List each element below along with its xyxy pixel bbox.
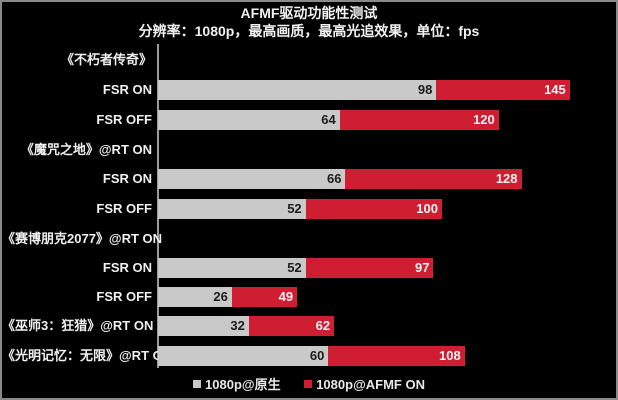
bar-native: 60	[158, 346, 329, 366]
bar-native: 52	[158, 258, 306, 278]
bar-row: FSR ON 145 98	[2, 80, 616, 100]
bar-afmf: 49	[231, 287, 298, 307]
bar-afmf: 108	[328, 346, 465, 366]
legend: 1080p@原生 1080p@AFMF ON	[2, 376, 616, 394]
row-label: FSR OFF	[96, 112, 152, 127]
legend-item-native: 1080p@原生	[193, 376, 281, 394]
legend-swatch-afmf-icon	[304, 380, 313, 388]
bar-native: 32	[158, 316, 249, 336]
row-label: 《巫师3：狂猎》@RT ON	[2, 318, 154, 333]
row-label: 《魔咒之地》@RT ON	[20, 142, 152, 157]
bar-afmf: 120	[339, 110, 499, 130]
bar-native: 98	[158, 80, 437, 100]
group-label-row: 《魔咒之地》@RT ON	[2, 140, 616, 160]
row-label: FSR OFF	[96, 289, 152, 304]
bar-row: 《巫师3：狂猎》@RT ON 62 32	[2, 316, 616, 336]
legend-swatch-native-icon	[193, 380, 202, 388]
bar-afmf: 97	[305, 258, 434, 278]
group-label-row: 《赛博朋克2077》@RT ON	[2, 229, 616, 249]
bar-row: FSR ON 128 66	[2, 169, 616, 189]
bar-row: FSR OFF 120 64	[2, 110, 616, 130]
bar-afmf: 128	[345, 169, 522, 189]
row-label: FSR ON	[102, 171, 152, 186]
row-label: FSR OFF	[96, 201, 152, 216]
legend-label-afmf: 1080p@AFMF ON	[316, 377, 425, 392]
bar-row: 《光明记忆：无限》@RT ON 108 60	[2, 346, 616, 366]
group-label-row: 《不朽者传奇》	[2, 50, 616, 70]
chart-subtitle: 分辨率：1080p，最高画质，最高光追效果，单位：fps	[138, 23, 480, 39]
legend-item-afmf: 1080p@AFMF ON	[304, 376, 425, 394]
chart-title: AFMF驱动功能性测试	[240, 5, 378, 21]
row-label: FSR ON	[102, 82, 152, 97]
row-label: 《光明记忆：无限》@RT ON	[2, 348, 173, 363]
bar-afmf: 145	[436, 80, 570, 100]
row-label: 《赛博朋克2077》@RT ON	[2, 231, 163, 246]
bar-row: FSR OFF 49 26	[2, 287, 616, 307]
row-label: 《不朽者传奇》	[60, 52, 152, 67]
row-label: FSR ON	[102, 260, 152, 275]
bar-native: 64	[158, 110, 340, 130]
bar-afmf: 62	[248, 316, 335, 336]
bar-row: FSR OFF 100 52	[2, 199, 616, 219]
bar-native: 26	[158, 287, 232, 307]
bar-row: FSR ON 97 52	[2, 258, 616, 278]
legend-label-native: 1080p@原生	[205, 377, 281, 392]
bar-native: 52	[158, 199, 306, 219]
bar-native: 66	[158, 169, 346, 189]
bar-afmf: 100	[305, 199, 442, 219]
